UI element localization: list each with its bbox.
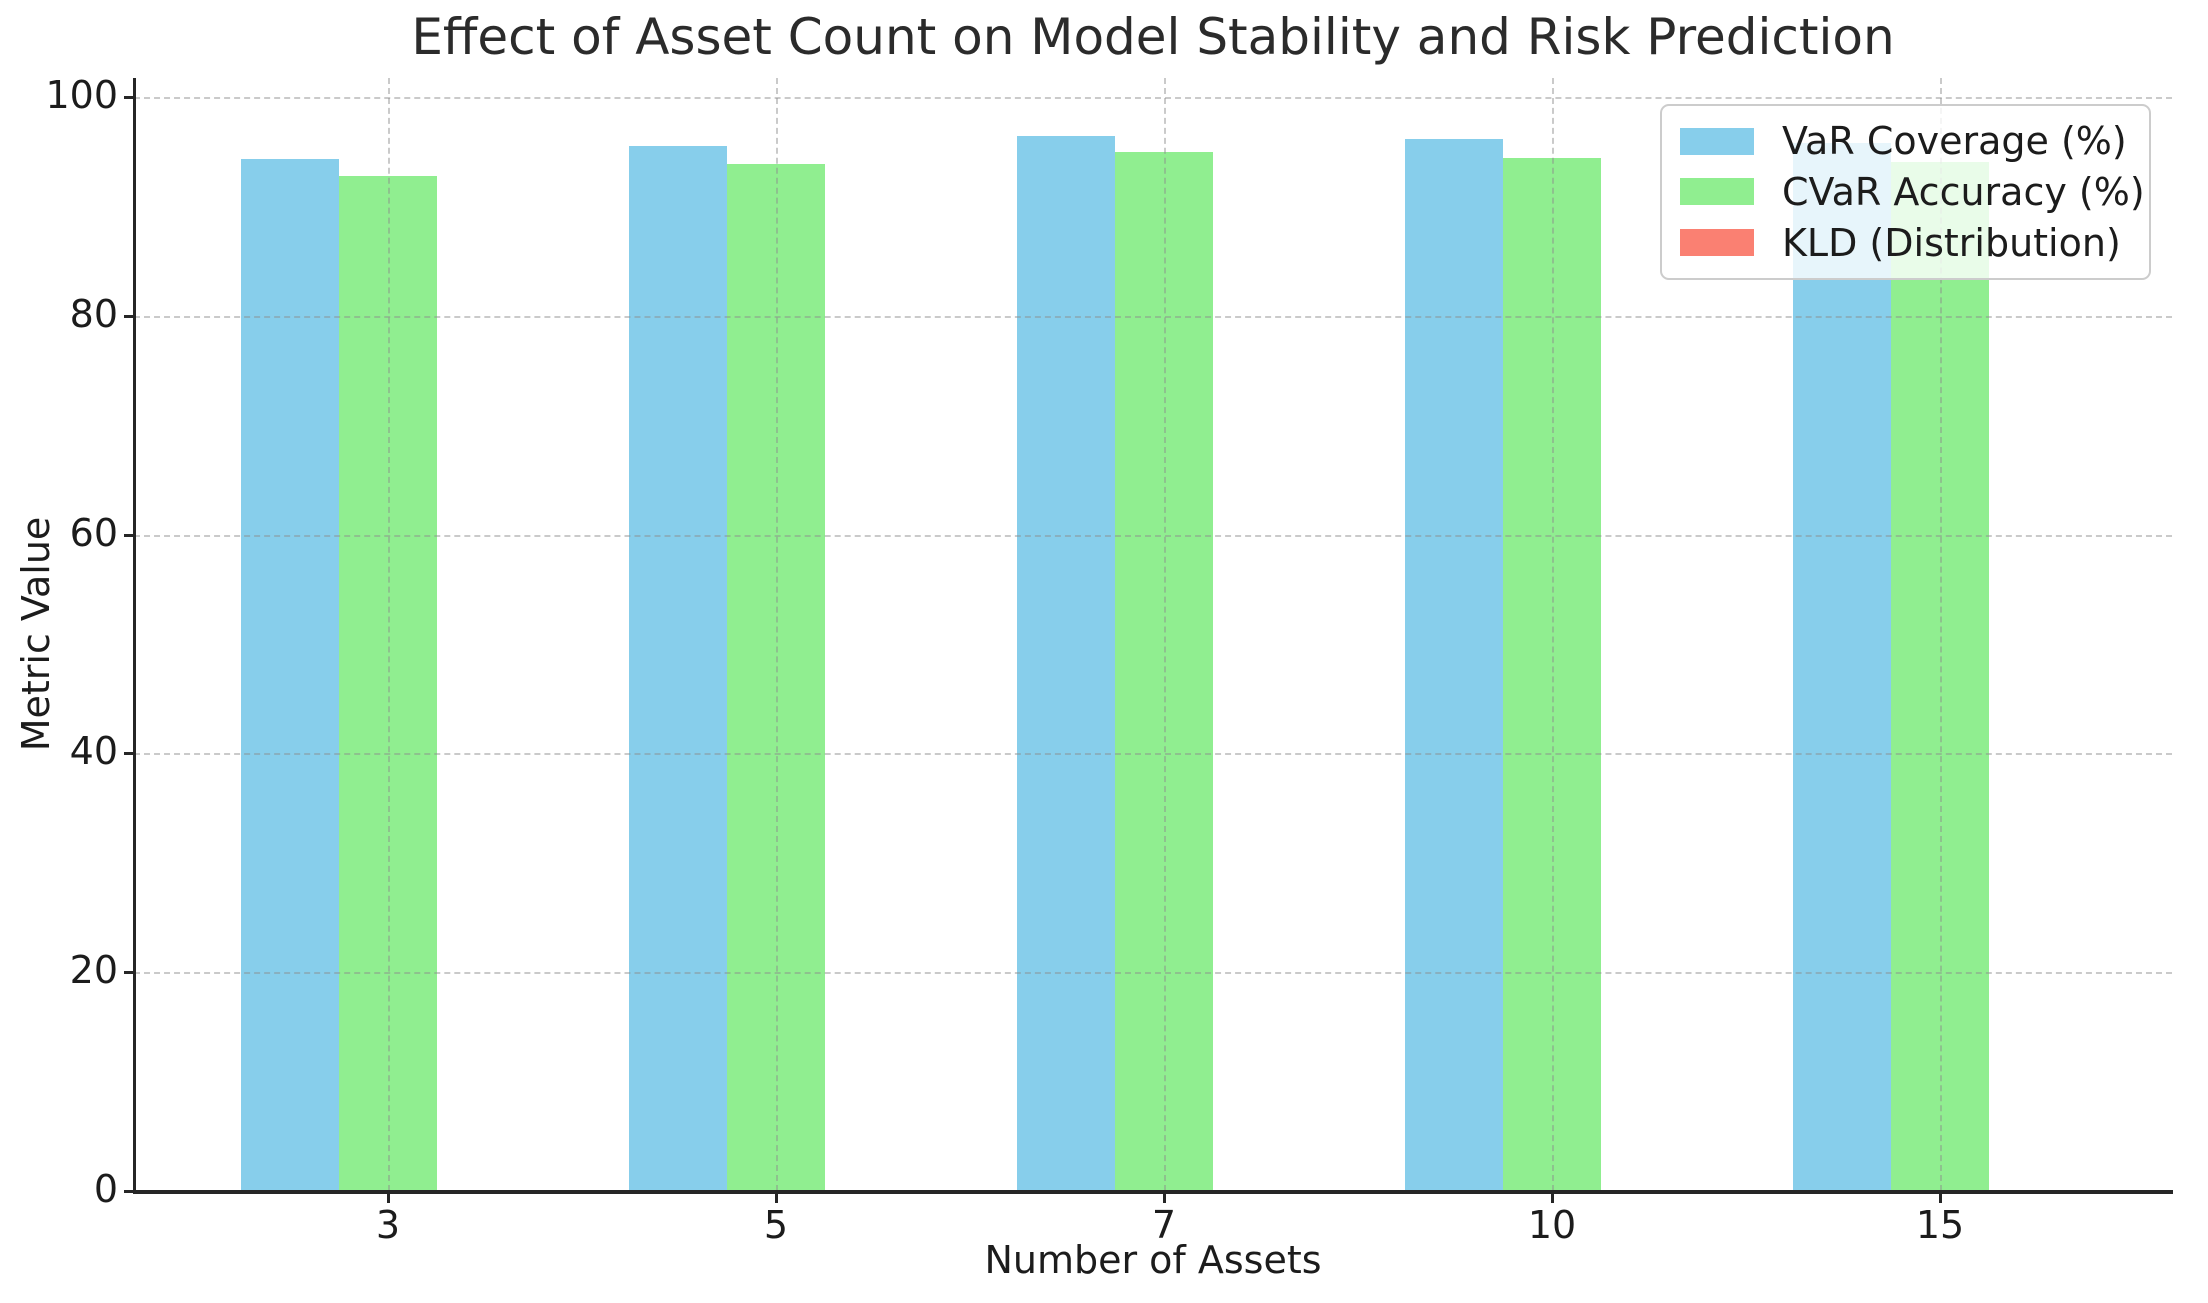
- y-axis: [133, 78, 136, 1193]
- bar-var-coverage-10: [1405, 138, 1503, 1191]
- y-tick-label: 0: [93, 1167, 118, 1211]
- legend-row: VaR Coverage (%): [1680, 119, 2131, 163]
- legend: VaR Coverage (%) CVaR Accuracy (%) KLD (Di…: [1660, 104, 2151, 280]
- bar-cvar-accuracy-7: [1115, 151, 1213, 1191]
- y-tick-mark: [124, 533, 133, 537]
- vertical-gridline: [776, 78, 778, 1191]
- x-tick-label: 3: [375, 1203, 401, 1247]
- legend-swatch-icon: [1680, 178, 1754, 206]
- legend-label: KLD (Distribution): [1782, 220, 2121, 265]
- y-tick-label: 20: [69, 948, 118, 993]
- legend-row: CVaR Accuracy (%): [1680, 170, 2145, 214]
- x-axis: [133, 1190, 2173, 1194]
- horizontal-gridline: [134, 315, 2172, 318]
- y-tick-label: 40: [69, 729, 118, 774]
- bar-cvar-accuracy-15: [1891, 161, 1989, 1191]
- horizontal-gridline: [134, 972, 2172, 975]
- bar-cvar-accuracy-10: [1503, 158, 1601, 1191]
- horizontal-gridline: [134, 753, 2172, 756]
- vertical-gridline: [388, 78, 390, 1191]
- bar-cvar-accuracy-3: [339, 175, 437, 1191]
- vertical-gridline: [1552, 78, 1554, 1191]
- vertical-gridline: [1164, 78, 1166, 1191]
- bar-var-coverage-3: [241, 159, 339, 1191]
- bar-var-coverage-15: [1793, 142, 1891, 1191]
- y-tick-label: 80: [69, 291, 118, 336]
- y-tick-mark: [124, 1190, 133, 1193]
- legend-swatch-icon: [1680, 229, 1754, 257]
- y-tick-mark: [124, 314, 133, 318]
- y-tick-label: 60: [69, 510, 118, 555]
- x-tick-mark: [387, 1194, 390, 1203]
- x-tick-label: 15: [1915, 1203, 1965, 1247]
- y-tick-mark: [124, 752, 133, 756]
- bar-var-coverage-7: [1017, 136, 1115, 1191]
- horizontal-gridline: [134, 97, 2172, 99]
- x-tick-mark: [775, 1194, 778, 1203]
- x-tick-mark: [1939, 1194, 1942, 1203]
- legend-label: CVaR Accuracy (%): [1782, 169, 2145, 214]
- x-tick-mark: [1163, 1194, 1166, 1203]
- x-tick-label: 10: [1527, 1203, 1577, 1247]
- x-tick-mark: [1551, 1194, 1554, 1203]
- bar-var-coverage-5: [629, 146, 727, 1191]
- x-axis-label: Number of Assets: [984, 1238, 1322, 1282]
- vertical-gridline: [1940, 78, 1942, 1191]
- horizontal-gridline: [134, 534, 2172, 537]
- x-tick-label: 5: [763, 1203, 789, 1247]
- y-tick-label: 100: [45, 73, 118, 117]
- chart-title: Effect of Asset Count on Model Stability…: [411, 8, 1895, 66]
- y-tick-mark: [124, 96, 133, 99]
- legend-label: VaR Coverage (%): [1782, 119, 2127, 164]
- y-tick-mark: [124, 971, 133, 975]
- x-tick-label: 7: [1151, 1203, 1177, 1247]
- legend-row: KLD (Distribution): [1680, 221, 2131, 265]
- legend-swatch-icon: [1680, 127, 1754, 155]
- bar-cvar-accuracy-5: [727, 163, 825, 1191]
